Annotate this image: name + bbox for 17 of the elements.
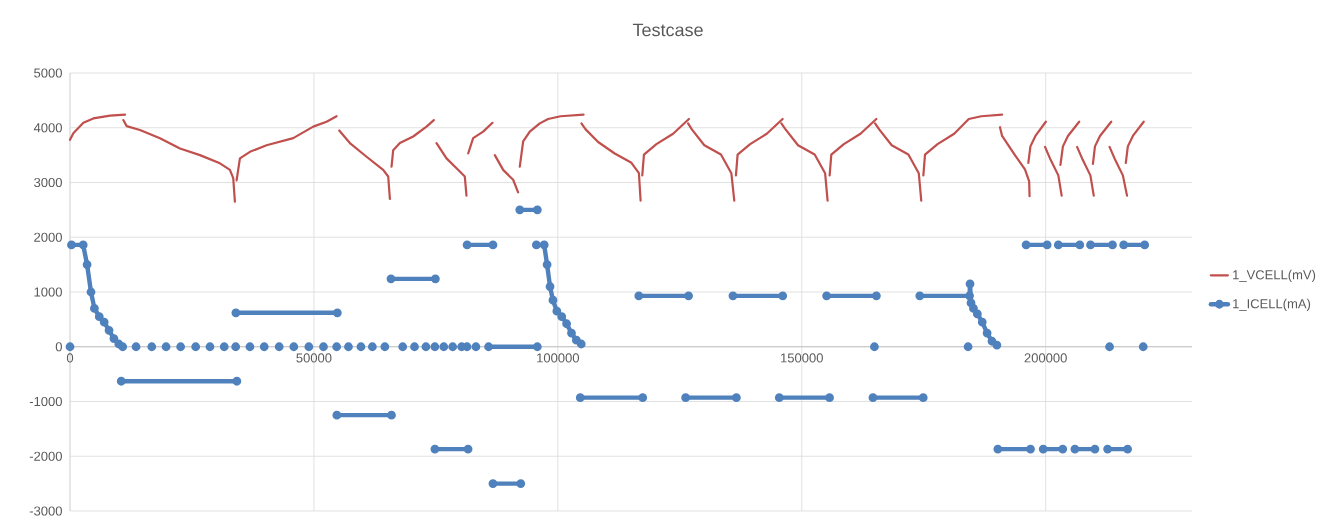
- chart-title: Testcase: [632, 23, 703, 37]
- legend-label: 1_VCELL(mV): [1233, 269, 1316, 282]
- y-tick-label: 3000: [34, 177, 62, 188]
- x-tick-label: 0: [66, 353, 74, 363]
- legend-label: 1_ICELL(mA): [1233, 298, 1311, 311]
- y-tick-label: 1000: [34, 287, 62, 297]
- x-tick-label: 50000: [296, 353, 332, 363]
- y-tick-label: 0: [55, 342, 62, 352]
- y-tick-label: -3000: [29, 506, 62, 516]
- x-tick-label: 100000: [537, 353, 580, 363]
- x-tick-label: 200000: [1024, 353, 1067, 363]
- y-tick-label: 5000: [34, 68, 62, 78]
- y-tick-label: -2000: [29, 451, 62, 461]
- y-tick-label: 2000: [34, 232, 62, 242]
- x-tick-label: 150000: [781, 353, 823, 363]
- y-tick-label: -1000: [29, 396, 62, 407]
- y-tick-label: 4000: [33, 123, 62, 133]
